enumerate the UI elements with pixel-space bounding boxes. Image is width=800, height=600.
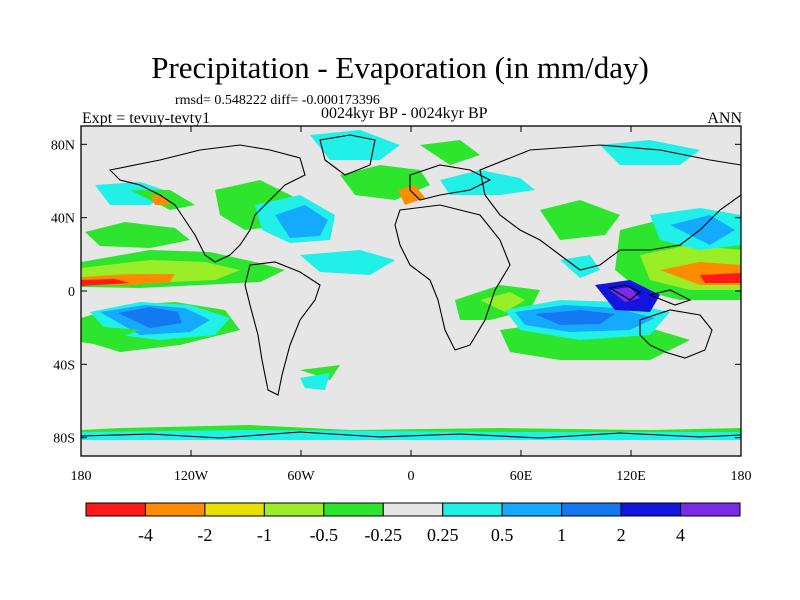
colorbar-swatch: [204, 502, 265, 517]
green-indian-ocean: [540, 200, 620, 240]
coastlines: [81, 134, 741, 439]
colorbar-swatch: [263, 502, 325, 517]
coast-north-america: [108, 144, 306, 263]
colorbar-label: 0.5: [491, 525, 514, 545]
coast-africa: [394, 204, 511, 351]
green-arctic: [420, 140, 480, 165]
deepblue-south-pacific: [118, 307, 182, 328]
coast-australia: [639, 309, 713, 359]
colorbar-label: 0.25: [427, 525, 459, 545]
lat-tick-label: 40N: [51, 212, 75, 227]
coast-south-america: [244, 261, 321, 396]
colorbar-label: -0.25: [365, 525, 403, 545]
colorbar-swatch: [501, 502, 563, 517]
colorbar-swatch: [680, 502, 741, 517]
colorbar-label: -1: [257, 525, 272, 545]
experiment-label: Expt = tevuy-tevty1: [82, 110, 211, 127]
green-southern-ocean-b: [300, 365, 340, 380]
cyan-north-atlantic: [440, 170, 535, 195]
lon-tick-label: 60W: [287, 469, 315, 484]
orange-europe-coast: [398, 185, 425, 205]
green-north-pacific: [85, 222, 190, 248]
cyan-indian-ocean-east: [560, 255, 600, 278]
lon-tick-label: 120W: [174, 469, 209, 484]
cyan-antarctic-coast: [81, 430, 741, 440]
colorbar: -4 -2 -1 -0.5 -0.25 0.25 0.5 1 2 4: [85, 502, 741, 545]
period-label: 0024kyr BP - 0024kyr BP: [321, 105, 488, 122]
coast-antarctica: [81, 431, 741, 439]
colorbar-label: 1: [557, 525, 566, 545]
season-label: ANN: [707, 110, 742, 127]
colorbar-swatch: [620, 502, 682, 517]
cyan-arctic-east: [600, 140, 700, 165]
colorbar-label: -4: [138, 525, 153, 545]
coast-greenland: [319, 134, 376, 176]
lon-tick-label: 180: [731, 469, 752, 484]
lon-tick-label: 180: [71, 469, 92, 484]
red-west-pacific: [700, 273, 741, 283]
colorbar-swatch: [323, 502, 384, 517]
colorbar-swatch: [442, 502, 503, 517]
colorbar-swatch: [85, 502, 146, 517]
lat-tick-label: 40S: [53, 358, 75, 373]
cyan-south-america-south: [300, 373, 330, 390]
lon-tick-label: 0: [408, 469, 415, 484]
longitude-axis: 180 120W 60W 0 60E 120E 180: [71, 126, 752, 484]
lat-tick-label: 0: [68, 285, 75, 300]
latitude-axis: 80N 40N 0 40S 80S: [51, 138, 741, 447]
colorbar-label: 4: [676, 525, 685, 545]
plot-title: Precipitation - Evaporation (in mm/day): [151, 50, 649, 85]
lat-tick-label: 80N: [51, 138, 75, 153]
coast-asia: [479, 144, 741, 271]
rmsd-diff-stats: rmsd= 0.548222 diff= -0.000173396: [175, 93, 380, 108]
anomaly-field: [81, 130, 741, 440]
deepblue-southern-indian: [535, 310, 615, 325]
lat-tick-label: 80S: [53, 432, 75, 447]
colorbar-label: -0.5: [310, 525, 339, 545]
green-southern-ocean-a: [81, 325, 140, 345]
colorbar-label: 2: [617, 525, 626, 545]
yellow-tropical-atlantic: [480, 292, 525, 312]
lon-tick-label: 60E: [510, 469, 533, 484]
lon-tick-label: 120E: [616, 469, 646, 484]
blue-atlantic-storm-track: [275, 205, 328, 238]
colorbar-swatch: [144, 502, 206, 517]
colorbar-swatch: [561, 502, 622, 517]
red-band-pacific-equator: [81, 279, 130, 286]
colorbar-label: -2: [197, 525, 212, 545]
cyan-tropical-atlantic: [300, 250, 395, 275]
orange-alaska-coast: [150, 195, 170, 205]
blue-north-west-pacific: [670, 215, 735, 245]
coast-europe: [409, 164, 492, 201]
coast-maritime-continent: [608, 284, 692, 306]
colorbar-swatch: [382, 502, 444, 517]
